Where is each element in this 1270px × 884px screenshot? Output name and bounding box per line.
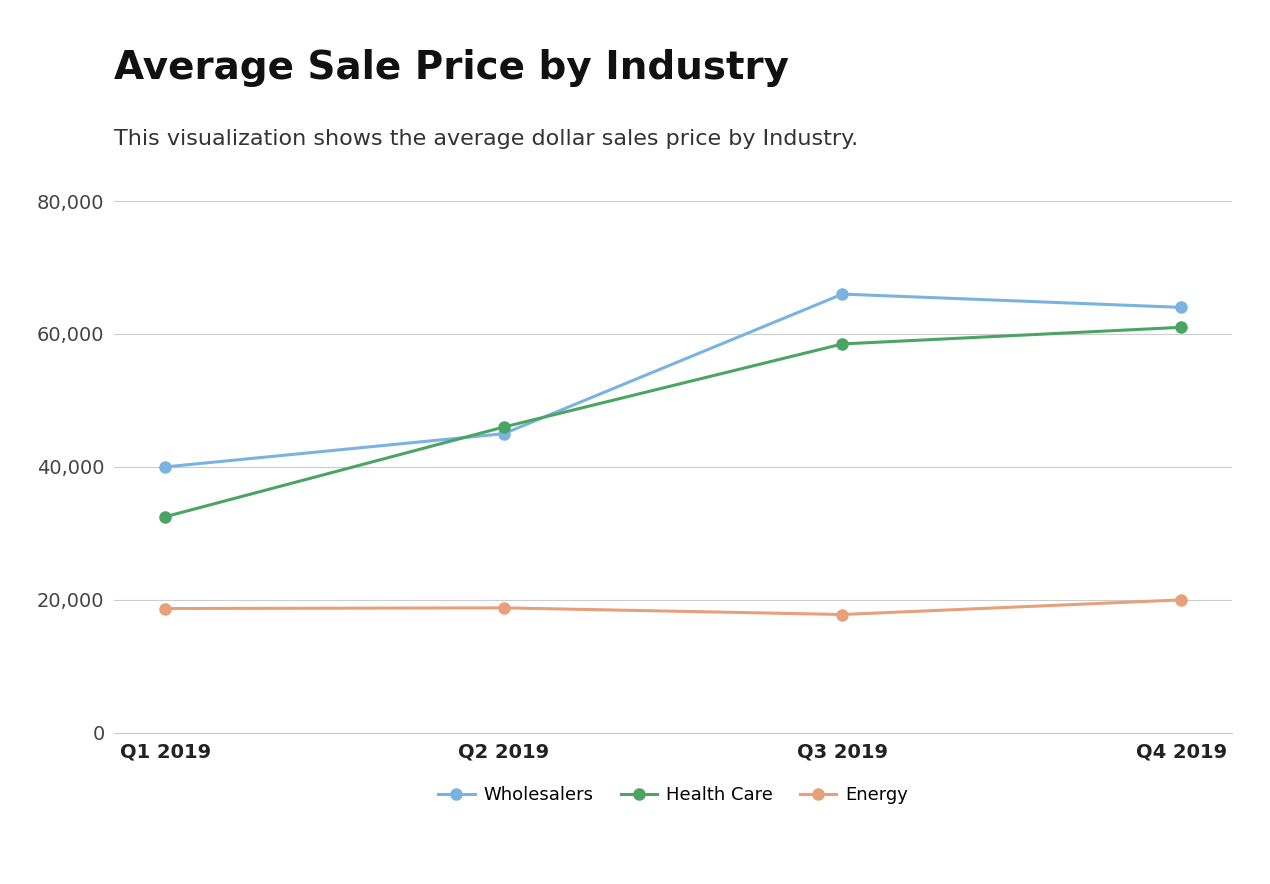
Health Care: [1173, 322, 1189, 332]
Health Care: [834, 339, 850, 349]
Energy: [497, 603, 512, 613]
Text: This visualization shows the average dollar sales price by Industry.: This visualization shows the average dol…: [114, 129, 859, 149]
Wholesalers: [497, 429, 512, 439]
Energy: [157, 603, 173, 613]
Line: Wholesalers: Wholesalers: [160, 288, 1186, 472]
Health Care: [157, 512, 173, 522]
Wholesalers: [834, 289, 850, 300]
Wholesalers: [157, 461, 173, 472]
Text: Average Sale Price by Industry: Average Sale Price by Industry: [114, 50, 789, 87]
Energy: [1173, 595, 1189, 606]
Wholesalers: [1173, 302, 1189, 313]
Line: Energy: Energy: [160, 594, 1186, 620]
Health Care: [497, 422, 512, 432]
Line: Health Care: Health Care: [160, 322, 1186, 522]
Legend: Wholesalers, Health Care, Energy: Wholesalers, Health Care, Energy: [432, 779, 914, 812]
Energy: [834, 609, 850, 620]
